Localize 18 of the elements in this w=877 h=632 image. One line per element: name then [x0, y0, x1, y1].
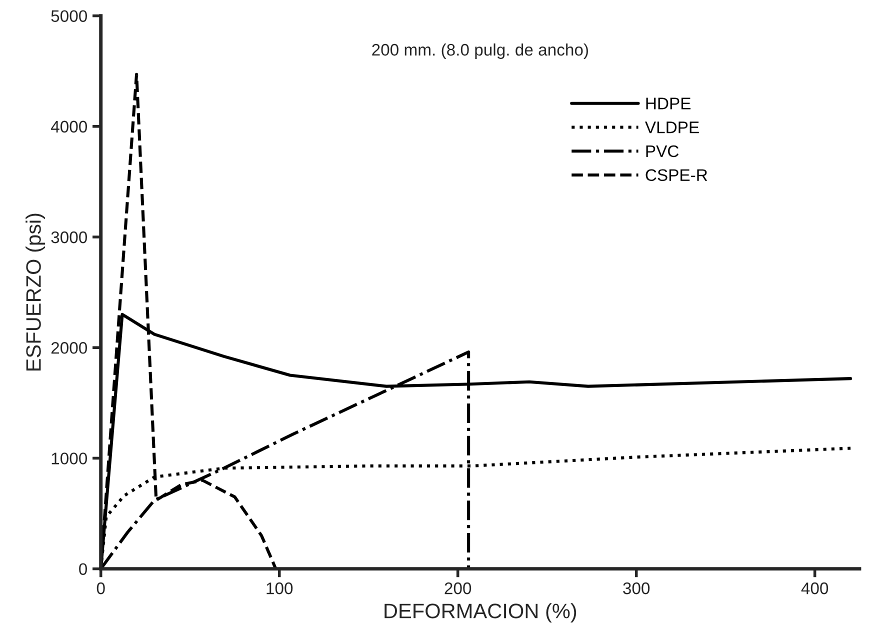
annotation: 200 mm. (8.0 pulg. de ancho)	[372, 43, 588, 59]
y-tick-label: 1000	[52, 452, 88, 464]
y-tick-label: 3000	[51, 231, 88, 244]
legend-label: PVC	[646, 145, 679, 158]
legend-label: HDPE	[646, 98, 691, 110]
y-tick-label: 5000	[51, 10, 88, 22]
y-axis-title: ESFUERZO (psi)	[26, 214, 46, 370]
legend-label: VLDPE	[645, 122, 699, 134]
x-axis-title: DEFORMACION (%)	[384, 603, 576, 622]
x-tick-label: 400	[801, 582, 828, 594]
x-tick-label: 200	[444, 582, 472, 594]
y-tick-label: 0	[79, 563, 88, 576]
y-tick-label: 4000	[50, 120, 88, 133]
y-tick-label: 2000	[51, 342, 88, 354]
x-tick-label: 0	[96, 582, 105, 594]
x-tick-label: 100	[266, 582, 293, 594]
x-tick-label: 300	[623, 582, 650, 594]
legend-label: CSPE-R	[646, 169, 708, 182]
